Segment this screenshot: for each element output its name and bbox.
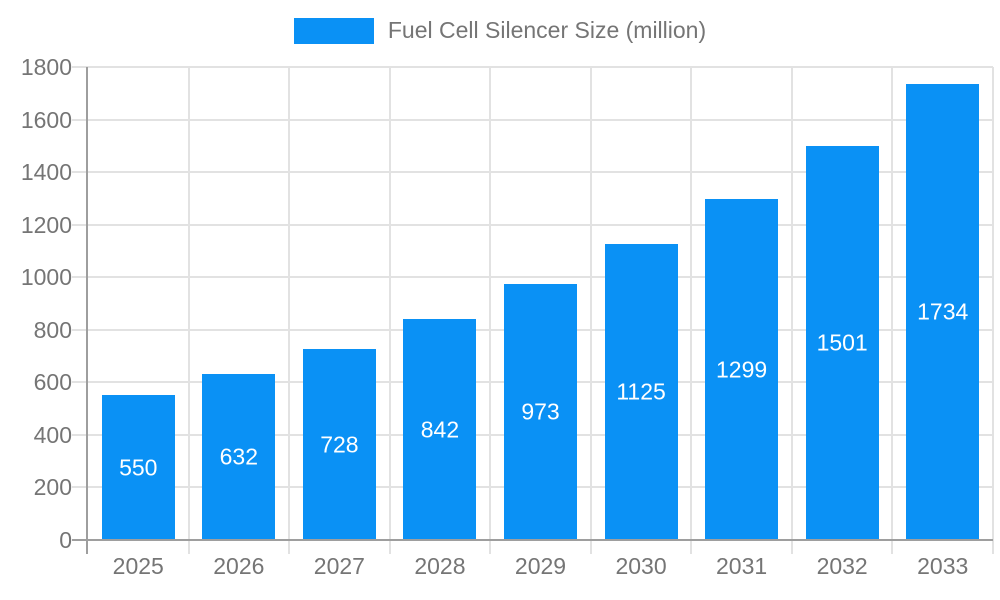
bar[interactable]: 1125 (604, 244, 678, 540)
x-tick-label: 2033 (917, 553, 969, 579)
bar[interactable]: 632 (202, 374, 276, 540)
y-tick-label: 1600 (20, 106, 72, 133)
x-gridline (992, 67, 994, 554)
bar[interactable]: 550 (101, 395, 175, 540)
y-tick-label: 0 (59, 527, 72, 553)
bar[interactable]: 728 (302, 349, 376, 540)
x-gridline (790, 67, 793, 554)
x-tick-label: 2031 (716, 553, 768, 579)
bar-value-label: 632 (219, 443, 259, 470)
y-axis-line (86, 67, 88, 554)
legend-label[interactable]: Fuel Cell Silencer Size (million) (387, 17, 707, 43)
x-gridline (288, 67, 291, 554)
bar-value-label: 1125 (616, 378, 666, 405)
x-tick-label: 2029 (514, 553, 567, 579)
y-gridline (72, 223, 993, 226)
x-tick-label: 2025 (112, 553, 164, 579)
y-tick-label: 400 (33, 421, 72, 448)
x-gridline (891, 67, 894, 554)
bar[interactable]: 1501 (805, 146, 879, 540)
x-tick-label: 2027 (313, 553, 365, 579)
legend[interactable]: Fuel Cell Silencer Size (million) (0, 17, 1000, 44)
y-tick-label: 800 (33, 316, 72, 343)
x-gridline (589, 67, 592, 554)
x-tick-label: 2030 (615, 553, 667, 579)
x-gridline (489, 67, 492, 554)
x-gridline (690, 67, 693, 554)
y-gridline (72, 118, 993, 121)
y-gridline (72, 66, 993, 68)
bar-value-label: 1501 (816, 329, 868, 356)
legend-swatch[interactable] (293, 17, 374, 44)
y-tick-label: 1000 (20, 264, 72, 291)
bar-value-label: 728 (320, 431, 359, 457)
bar[interactable]: 973 (504, 284, 577, 540)
bar[interactable]: 842 (403, 319, 477, 540)
y-gridline (72, 171, 993, 174)
bar-value-label: 550 (119, 454, 158, 480)
bar-value-label: 1299 (716, 356, 768, 382)
y-tick-label: 200 (33, 474, 72, 501)
y-tick-label: 1200 (20, 211, 72, 238)
bar[interactable]: 1299 (705, 199, 779, 540)
x-axis-line (72, 539, 993, 541)
bar-value-label: 842 (420, 416, 460, 442)
x-tick-label: 2032 (816, 553, 868, 579)
x-tick-label: 2026 (213, 553, 265, 579)
x-gridline (388, 67, 391, 554)
x-tick-label: 2028 (414, 553, 466, 579)
bar-value-label: 973 (521, 398, 560, 425)
bar[interactable]: 1734 (906, 84, 980, 540)
y-gridline (72, 276, 993, 279)
y-tick-label: 1800 (20, 54, 72, 80)
y-tick-label: 600 (33, 369, 72, 396)
x-gridline (187, 67, 190, 554)
y-tick-label: 1400 (20, 159, 72, 186)
bar-value-label: 1734 (917, 298, 969, 325)
